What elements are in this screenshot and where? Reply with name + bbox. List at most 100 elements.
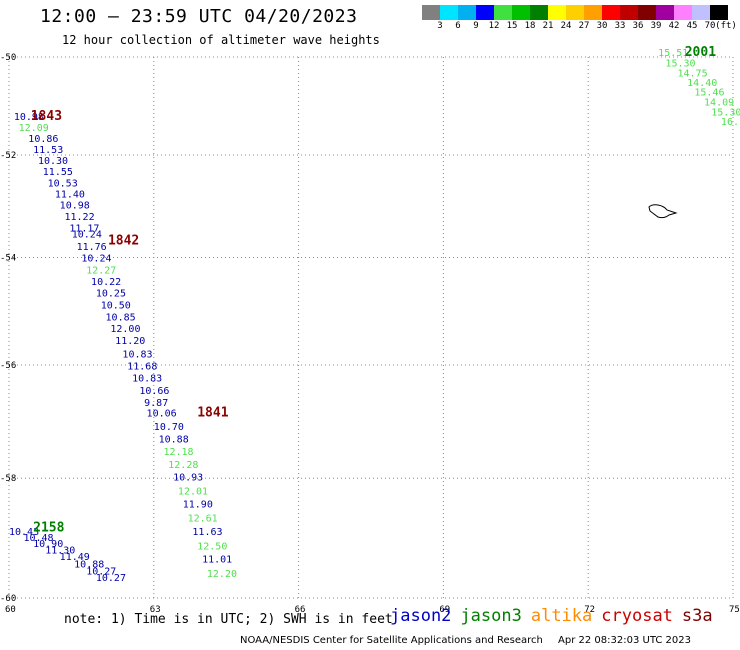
color-scale-label: 39 bbox=[650, 21, 662, 31]
wave-height-value: 10.22 bbox=[91, 277, 121, 288]
color-swatch bbox=[494, 5, 512, 20]
y-tick-label: -58 bbox=[0, 474, 16, 484]
wave-height-value: 11.22 bbox=[65, 212, 95, 223]
y-tick-label: -60 bbox=[0, 594, 16, 604]
y-tick-label: -54 bbox=[0, 253, 16, 263]
wave-height-value: 10.90 bbox=[33, 539, 63, 550]
color-swatch bbox=[692, 5, 710, 20]
wave-height-value: 10.98 bbox=[60, 201, 90, 212]
wave-height-value: 10.27 bbox=[96, 573, 126, 584]
wave-height-value: 10.24 bbox=[72, 230, 102, 241]
footer: NOAA/NESDIS Center for Satellite Applica… bbox=[240, 635, 691, 646]
color-swatch bbox=[584, 5, 602, 20]
satellite-name: jason2 bbox=[390, 606, 452, 626]
wave-height-value: 11.68 bbox=[127, 361, 157, 372]
wave-height-value: 11.63 bbox=[192, 527, 222, 538]
wave-height-value: 10.50 bbox=[101, 300, 131, 311]
color-scale-label: 12 bbox=[488, 21, 500, 31]
color-swatch bbox=[602, 5, 620, 20]
wave-height-value: 10.98 bbox=[14, 112, 44, 123]
color-scale-label: 33 bbox=[614, 21, 626, 31]
color-swatch bbox=[566, 5, 584, 20]
y-tick-label: -50 bbox=[0, 53, 16, 63]
wave-height-value: 11.30 bbox=[45, 545, 75, 556]
wave-height-value: 10.85 bbox=[106, 312, 136, 323]
island-outline bbox=[648, 204, 678, 219]
graticule bbox=[8, 56, 734, 599]
color-scale-label: (ft) bbox=[715, 21, 737, 31]
track-time-label: 1843 bbox=[31, 109, 62, 124]
x-tick-label: 75 bbox=[729, 605, 740, 615]
wave-height-value: 12.01 bbox=[178, 487, 208, 498]
track-time-label: 2158 bbox=[33, 520, 64, 535]
wave-height-observations: 10.9812.0910.8611.5310.3011.5510.5311.40… bbox=[9, 48, 740, 584]
color-swatch bbox=[476, 5, 494, 20]
color-swatch bbox=[656, 5, 674, 20]
color-scale-label: 45 bbox=[686, 21, 698, 31]
color-swatch bbox=[638, 5, 656, 20]
wave-height-value: 10.70 bbox=[154, 422, 184, 433]
color-swatch bbox=[620, 5, 638, 20]
wave-height-value: 12.20 bbox=[207, 569, 237, 580]
wave-height-value: 10.25 bbox=[96, 289, 126, 300]
y-tick-label: -52 bbox=[0, 151, 16, 161]
y-tick-label: -56 bbox=[0, 361, 16, 371]
wave-height-value: 14.09 bbox=[704, 97, 734, 108]
map-title: 12:00 – 23:59 UTC 04/20/2023 bbox=[40, 6, 358, 27]
color-swatch bbox=[674, 5, 692, 20]
color-scale-label: 6 bbox=[455, 21, 461, 31]
wave-height-value: 10.53 bbox=[48, 178, 78, 189]
color-swatch bbox=[458, 5, 476, 20]
color-swatch bbox=[422, 5, 440, 20]
wave-height-value: 14.40 bbox=[687, 78, 717, 89]
wave-height-value: 12.18 bbox=[163, 447, 193, 458]
color-scale-label: 30 bbox=[596, 21, 608, 31]
track-time-label: 2001 bbox=[685, 45, 716, 60]
axis-ticks: 60 63 66 69 72 75 -50 -52 -54 -56 -58 -60 bbox=[0, 53, 740, 615]
track-time-label: 1841 bbox=[197, 405, 228, 420]
color-scale-label: 9 bbox=[473, 21, 479, 31]
color-swatch bbox=[512, 5, 530, 20]
wave-height-value: 12.50 bbox=[197, 541, 227, 552]
color-scale-label: 24 bbox=[560, 21, 572, 31]
color-scale-label: 15 bbox=[506, 21, 518, 31]
wave-height-value: 16. bbox=[721, 117, 739, 128]
wave-height-value: 11.17 bbox=[69, 223, 99, 234]
satellite-name: s3a bbox=[681, 606, 713, 626]
map-subtitle: 12 hour collection of altimeter wave hei… bbox=[62, 33, 380, 47]
wave-height-value: 10.24 bbox=[81, 254, 111, 265]
x-tick-label: 66 bbox=[295, 605, 306, 615]
wave-height-value: 12.27 bbox=[86, 265, 116, 276]
wave-height-value: 11.40 bbox=[55, 189, 85, 200]
wave-height-value: 15.30 bbox=[665, 59, 695, 70]
color-swatch bbox=[710, 5, 728, 20]
footer-timestamp: Apr 22 08:32:03 UTC 2023 bbox=[558, 635, 691, 646]
wave-height-value: 11.90 bbox=[183, 500, 213, 511]
satellite-name: cryosat bbox=[601, 606, 673, 626]
x-tick-label: 72 bbox=[584, 605, 595, 615]
wave-height-value: 9.87 bbox=[144, 398, 168, 409]
note-text: note: 1) Time is in UTC; 2) SWH is in fe… bbox=[64, 612, 393, 627]
wave-height-value: 12.61 bbox=[188, 514, 218, 525]
wave-height-value: 14.75 bbox=[677, 68, 707, 79]
wave-height-value: 10.86 bbox=[28, 134, 58, 145]
x-tick-label: 60 bbox=[5, 605, 16, 615]
wave-height-value: 15.30 bbox=[711, 107, 740, 118]
wave-height-value: 10.27 bbox=[86, 567, 116, 578]
satellite-name: altika bbox=[530, 606, 593, 626]
wave-height-value: 15.46 bbox=[694, 88, 724, 99]
color-swatch bbox=[530, 5, 548, 20]
wave-height-value: 11.53 bbox=[33, 145, 63, 156]
color-scale-label: 42 bbox=[668, 21, 680, 31]
color-scale-label: 21 bbox=[542, 21, 554, 31]
x-tick-label: 69 bbox=[439, 605, 450, 615]
wave-height-value: 10.88 bbox=[74, 559, 104, 570]
color-scale-bar bbox=[422, 5, 728, 20]
color-scale-label: 18 bbox=[524, 21, 536, 31]
satellite-legend: jason2 jason3 altika cryosat s3a bbox=[390, 606, 722, 626]
color-scale-label: 36 bbox=[632, 21, 644, 31]
wave-height-value: 10.43 bbox=[9, 527, 39, 538]
wave-height-value: 11.55 bbox=[43, 167, 73, 178]
color-swatch bbox=[548, 5, 566, 20]
wave-height-value: 10.88 bbox=[159, 434, 189, 445]
